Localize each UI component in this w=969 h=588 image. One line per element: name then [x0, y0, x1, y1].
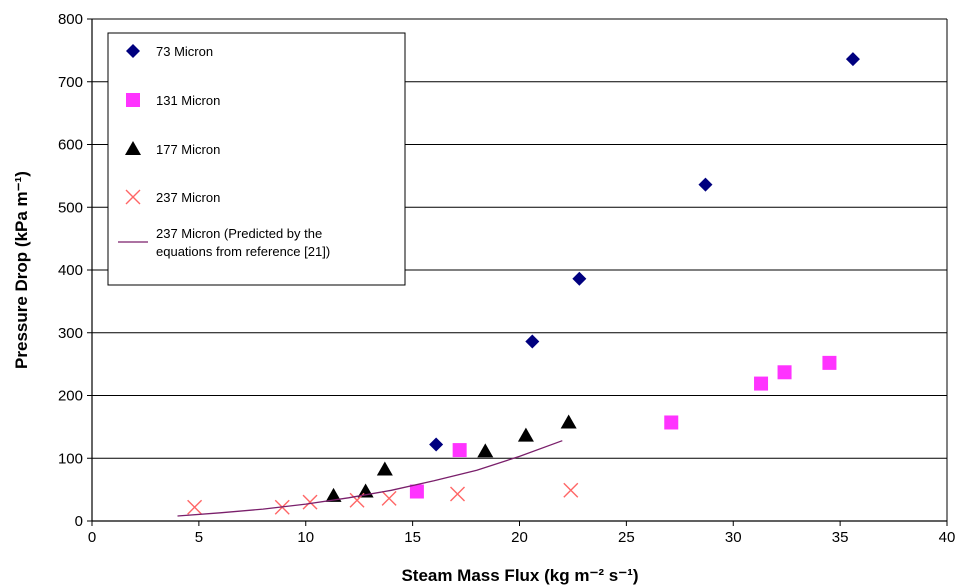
tick-labels: 0 100 200 300 400 500 600 700 800 0 5 10 15 20 25 30 35 4… [58, 11, 955, 546]
legend: 73 Micron 131 Micron 177 Micron 237 Micron 2… [107, 32, 406, 286]
axes [87, 18, 948, 526]
data-point [563, 482, 579, 498]
y-tick-label: 300 [58, 325, 83, 342]
y-tick-label: 500 [58, 199, 83, 216]
legend-marker [125, 189, 141, 205]
x-tick-label: 0 [88, 529, 96, 546]
data-point [452, 443, 467, 458]
y-tick-label: 600 [58, 137, 83, 154]
x-tick-label: 35 [832, 529, 849, 546]
data-point [845, 52, 860, 67]
legend-marker [126, 93, 140, 107]
y-tick-label: 800 [58, 11, 83, 28]
x-tick-label: 20 [511, 529, 528, 546]
series-5 [177, 440, 563, 517]
legend-marker [126, 44, 140, 58]
x-axis-title: Steam Mass Flux (kg m⁻² s⁻¹) [401, 566, 638, 585]
legend-item: 73 Micron [126, 44, 213, 59]
series-2 [409, 355, 837, 499]
x-tick-label: 30 [725, 529, 742, 546]
data-series [177, 52, 860, 517]
data-point [429, 437, 444, 452]
y-tick-label: 0 [75, 513, 83, 530]
data-point [822, 355, 837, 370]
x-tick-label: 5 [195, 529, 203, 546]
legend-label: 177 Micron [156, 142, 220, 157]
y-tick-label: 100 [58, 450, 83, 467]
y-tick-label: 200 [58, 388, 83, 405]
series-4 [187, 482, 579, 515]
data-point [560, 414, 577, 429]
x-tick-label: 10 [297, 529, 314, 546]
data-point [302, 494, 318, 510]
data-point [664, 415, 679, 430]
y-tick-label: 400 [58, 262, 83, 279]
data-point [187, 499, 203, 515]
y-axis-title: Pressure Drop (kPa m⁻¹) [12, 171, 31, 369]
legend-label: equations from reference [21]) [156, 244, 330, 259]
data-point [477, 443, 494, 458]
series-1 [429, 52, 860, 452]
y-tick-label: 700 [58, 74, 83, 91]
data-point [325, 487, 342, 502]
legend-item: 237 Micron (Predicted by the equations fr… [118, 226, 330, 259]
legend-box [107, 32, 406, 286]
data-point [572, 271, 587, 286]
x-tick-label: 15 [404, 529, 421, 546]
legend-item: 237 Micron [125, 189, 220, 205]
data-point [517, 427, 534, 442]
legend-label: 131 Micron [156, 93, 220, 108]
x-tick-label: 25 [618, 529, 635, 546]
data-point [450, 486, 466, 502]
legend-marker [125, 141, 141, 155]
x-tick-label: 40 [939, 529, 956, 546]
data-point [381, 490, 397, 506]
legend-item: 177 Micron [125, 141, 220, 157]
data-point [754, 376, 769, 391]
legend-label: 237 Micron (Predicted by the [156, 226, 322, 241]
legend-item: 131 Micron [126, 93, 220, 108]
data-point [525, 334, 540, 349]
data-point [409, 484, 424, 499]
legend-label: 237 Micron [156, 190, 220, 205]
data-point [777, 365, 792, 380]
legend-label: 73 Micron [156, 44, 213, 59]
prediction-line [177, 440, 563, 517]
data-point [376, 461, 393, 476]
data-point [698, 177, 713, 192]
